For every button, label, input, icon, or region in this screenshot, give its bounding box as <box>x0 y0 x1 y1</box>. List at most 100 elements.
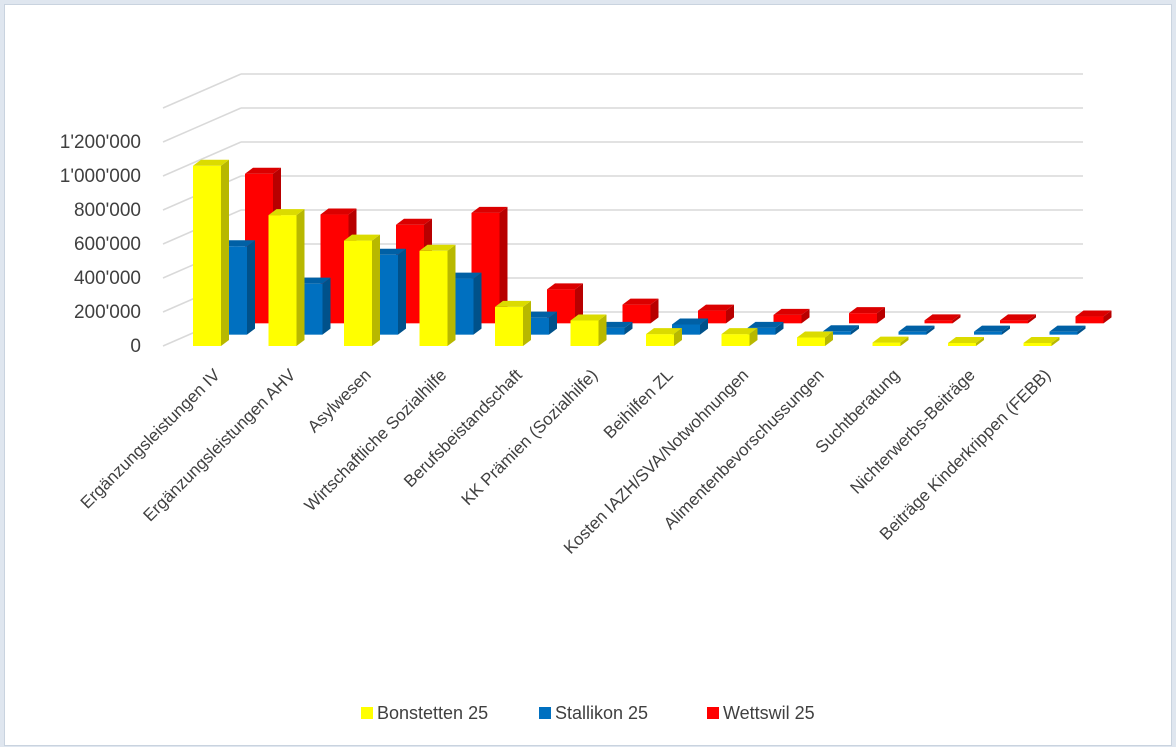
bar-side <box>447 244 456 346</box>
bar-bonstetten-25 <box>268 209 305 346</box>
bar-wettswil-25 <box>773 308 810 324</box>
bar-front <box>872 342 901 346</box>
legend-label: Stallikon 25 <box>555 703 648 723</box>
bar-side <box>322 277 331 335</box>
y-tick-label: 1'000'000 <box>60 166 141 187</box>
bar-front <box>622 304 651 324</box>
bar-side <box>801 308 810 324</box>
bar-stallikon-25 <box>898 325 935 335</box>
bar-top <box>747 321 784 328</box>
bar-front <box>193 165 221 346</box>
bar-top <box>495 300 531 307</box>
bar-side <box>549 311 557 335</box>
bar-top <box>396 218 432 225</box>
bar-top <box>797 331 833 338</box>
bar-top <box>849 307 885 314</box>
bar-top <box>646 328 682 335</box>
bar-bonstetten-25 <box>872 336 909 346</box>
bar-side <box>1002 325 1010 335</box>
bar-bonstetten-25 <box>495 300 531 346</box>
bar-side <box>726 304 734 324</box>
bar-side <box>700 318 708 335</box>
bar-bonstetten-25 <box>948 337 984 346</box>
bar-front <box>948 343 976 346</box>
legend-item: Wettswil 25 <box>707 703 815 723</box>
bar-side <box>473 272 482 335</box>
bar-top <box>245 167 281 174</box>
legend-item: Bonstetten 25 <box>361 703 488 723</box>
bar-side <box>749 328 758 346</box>
bar-side <box>877 307 885 324</box>
bar-front <box>1075 316 1104 324</box>
bar-front <box>672 324 700 335</box>
bar-side <box>398 248 406 335</box>
bar-front <box>924 320 953 324</box>
bars <box>193 159 1112 346</box>
bar-wettswil-25 <box>1075 310 1112 324</box>
bar-front <box>419 250 448 346</box>
bar-top <box>268 209 305 216</box>
bar-side <box>575 283 583 324</box>
bar-top <box>570 314 607 321</box>
bar-bonstetten-25 <box>646 328 682 346</box>
bar-side <box>851 325 859 335</box>
bar-top <box>872 336 909 343</box>
y-tick-label: 1'200'000 <box>60 132 141 153</box>
bar-top <box>672 318 708 325</box>
bar-side <box>624 321 633 335</box>
bar-top <box>974 325 1010 332</box>
bar-front <box>797 337 825 346</box>
bar-side <box>523 300 531 346</box>
bar-stallikon-25 <box>974 325 1010 335</box>
bar-front <box>747 327 776 335</box>
bar-side <box>976 337 984 346</box>
legend-swatch <box>361 707 373 719</box>
bar-chart: 0 200'000 400'000 600'000 800'000 1'000'000 1'… <box>60 73 1112 723</box>
bar-side <box>650 298 659 324</box>
bar-bonstetten-25 <box>193 159 229 346</box>
bar-stallikon-25 <box>747 321 784 335</box>
y-tick-label: 800'000 <box>74 200 141 221</box>
bar-bonstetten-25 <box>797 331 833 346</box>
bar-front <box>596 327 625 335</box>
category-label: KK Prämien (Sozialhilfe) <box>458 365 602 509</box>
category-label: Wirtschaftliche Sozialhilfe <box>301 365 451 515</box>
y-tick-label: 600'000 <box>74 234 141 255</box>
legend-swatch <box>707 707 719 719</box>
bar-side <box>1103 310 1112 324</box>
bar-front <box>646 334 674 346</box>
bar-top <box>547 283 583 290</box>
bar-top <box>320 208 357 215</box>
bar-stallikon-25 <box>823 325 859 335</box>
bar-stallikon-25 <box>1049 325 1086 335</box>
bar-wettswil-25 <box>849 307 885 324</box>
legend: Bonstetten 25 Stallikon 25 Wettswil 25 <box>361 703 815 723</box>
category-label: Beihilfen ZL <box>600 365 677 442</box>
chart-frame: 0 200'000 400'000 600'000 800'000 1'000'000 1'… <box>4 4 1172 746</box>
bar-bonstetten-25 <box>721 328 758 346</box>
gridline-diagonal <box>162 141 242 177</box>
gridline-diagonal <box>162 107 242 143</box>
bar-side <box>775 321 784 335</box>
bar-side <box>900 336 909 346</box>
bar-side <box>296 209 305 346</box>
bar-wettswil-25 <box>622 298 659 324</box>
bar-side <box>598 314 607 346</box>
bar-stallikon-25 <box>672 318 708 335</box>
bar-top <box>924 314 961 321</box>
bar-top <box>193 159 229 166</box>
bar-side <box>674 328 682 346</box>
bar-wettswil-25 <box>471 206 508 324</box>
bar-front <box>1049 331 1078 335</box>
bar-front <box>974 331 1002 335</box>
bar-bonstetten-25 <box>1023 337 1060 346</box>
bar-top <box>898 325 935 332</box>
legend-swatch <box>539 707 551 719</box>
bar-top <box>773 308 810 315</box>
bar-top <box>344 234 380 241</box>
bar-side <box>1051 337 1060 346</box>
bar-top <box>1049 325 1086 332</box>
bar-top <box>721 328 758 335</box>
bar-front <box>495 306 523 346</box>
category-label: Ergänzungsleistungen IV <box>77 365 225 513</box>
